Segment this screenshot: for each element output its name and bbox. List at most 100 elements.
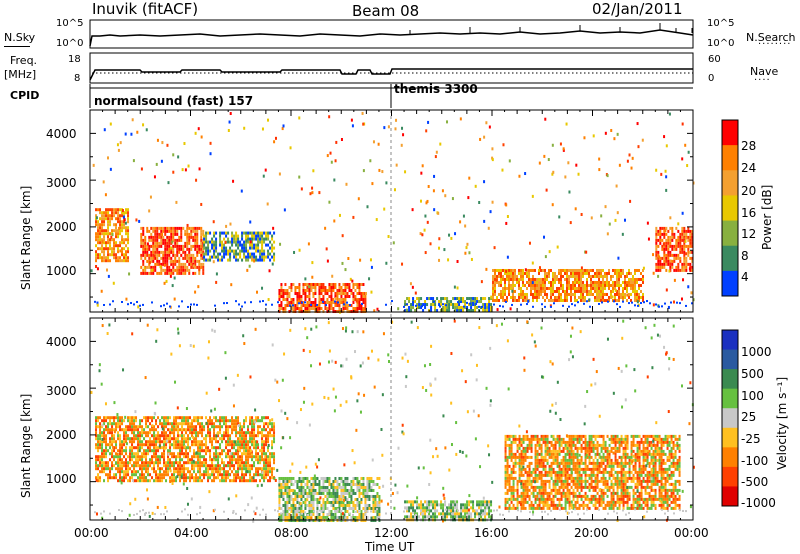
- data-cell: [558, 289, 560, 293]
- data-cell: [249, 416, 252, 420]
- data-cell: [145, 461, 148, 465]
- data-cell: [452, 509, 455, 513]
- data-cell: [278, 295, 281, 299]
- data-cell: [492, 283, 494, 287]
- data-cell: [538, 295, 540, 299]
- data-cell: [506, 434, 509, 438]
- data-cell: [338, 515, 341, 519]
- data-cell: [288, 500, 291, 504]
- data-cell: [229, 112, 232, 116]
- data-cell: [566, 274, 568, 278]
- data-cell: [490, 500, 493, 504]
- data-cell: [290, 482, 293, 486]
- data-cell: [211, 461, 214, 465]
- data-cell: [119, 256, 122, 260]
- data-cell: [464, 306, 467, 310]
- power-data-layer: [90, 111, 695, 314]
- data-cell: [685, 265, 688, 269]
- data-cell: [528, 241, 531, 245]
- data-cell: [330, 494, 333, 498]
- data-cell: [342, 494, 345, 498]
- data-cell: [203, 470, 206, 474]
- data-cell: [509, 307, 512, 311]
- data-cell: [215, 425, 218, 429]
- data-cell: [211, 246, 214, 250]
- data-cell: [418, 503, 421, 507]
- data-cell: [253, 446, 256, 450]
- data-cell: [504, 479, 507, 483]
- data-cell: [178, 271, 181, 275]
- data-cell: [159, 479, 162, 483]
- data-cell: [659, 256, 662, 260]
- data-cell: [661, 305, 663, 308]
- data-cell: [237, 455, 240, 459]
- data-cell: [687, 235, 690, 239]
- data-cell: [472, 297, 475, 301]
- data-cell: [178, 262, 181, 266]
- data-cell: [152, 244, 155, 248]
- data-cell: [145, 419, 148, 423]
- data-cell: [328, 500, 331, 504]
- data-cell: [420, 503, 423, 507]
- data-cell: [326, 289, 329, 293]
- data-cell: [207, 240, 210, 244]
- data-cell: [447, 258, 450, 262]
- data-cell: [528, 280, 530, 284]
- data-cell: [119, 229, 122, 233]
- data-cell: [634, 292, 636, 296]
- data-cell: [107, 473, 110, 477]
- data-cell: [249, 473, 252, 477]
- data-cell: [257, 434, 260, 438]
- data-cell: [506, 467, 509, 471]
- data-cell: [221, 461, 224, 465]
- data-cell: [312, 169, 315, 173]
- data-cell: [225, 416, 228, 420]
- data-cell: [148, 262, 151, 266]
- data-cell: [284, 515, 287, 519]
- data-cell: [282, 289, 285, 293]
- data-cell: [200, 256, 203, 260]
- data-cell: [223, 434, 226, 438]
- data-cell: [344, 304, 347, 308]
- data-cell: [673, 278, 676, 282]
- data-cell: [496, 295, 498, 299]
- data-cell: [598, 289, 600, 293]
- data-cell: [121, 241, 124, 245]
- data-cell: [265, 476, 268, 480]
- data-cell: [188, 271, 191, 275]
- data-cell: [142, 123, 145, 127]
- data-cell: [142, 271, 145, 275]
- data-cell: [510, 452, 513, 456]
- data-cell: [178, 247, 181, 251]
- data-cell: [119, 419, 122, 423]
- data-cell: [119, 437, 122, 441]
- data-cell: [167, 422, 170, 426]
- data-cell: [142, 232, 145, 236]
- data-cell: [669, 235, 672, 239]
- data-cell: [243, 473, 246, 477]
- data-cell: [263, 258, 266, 262]
- data-cell: [342, 488, 345, 492]
- data-cell: [235, 258, 238, 262]
- data-cell: [137, 449, 140, 453]
- data-cell: [239, 434, 242, 438]
- data-cell: [538, 268, 540, 272]
- data-cell: [231, 240, 234, 244]
- data-cell: [117, 208, 120, 212]
- data-cell: [203, 237, 206, 241]
- data-cell: [141, 455, 144, 459]
- data-cell: [123, 455, 126, 459]
- data-cell: [338, 497, 341, 501]
- data-cell: [469, 302, 471, 305]
- data-cell: [127, 428, 130, 432]
- data-cell: [444, 306, 447, 310]
- data-cell: [370, 476, 373, 480]
- data-cell: [251, 428, 254, 432]
- data-cell: [685, 268, 688, 272]
- data-cell: [354, 289, 357, 293]
- data-cell: [199, 425, 202, 429]
- data-cell: [139, 479, 142, 483]
- data-cell: [113, 214, 116, 218]
- data-cell: [304, 497, 307, 501]
- data-cell: [512, 277, 514, 281]
